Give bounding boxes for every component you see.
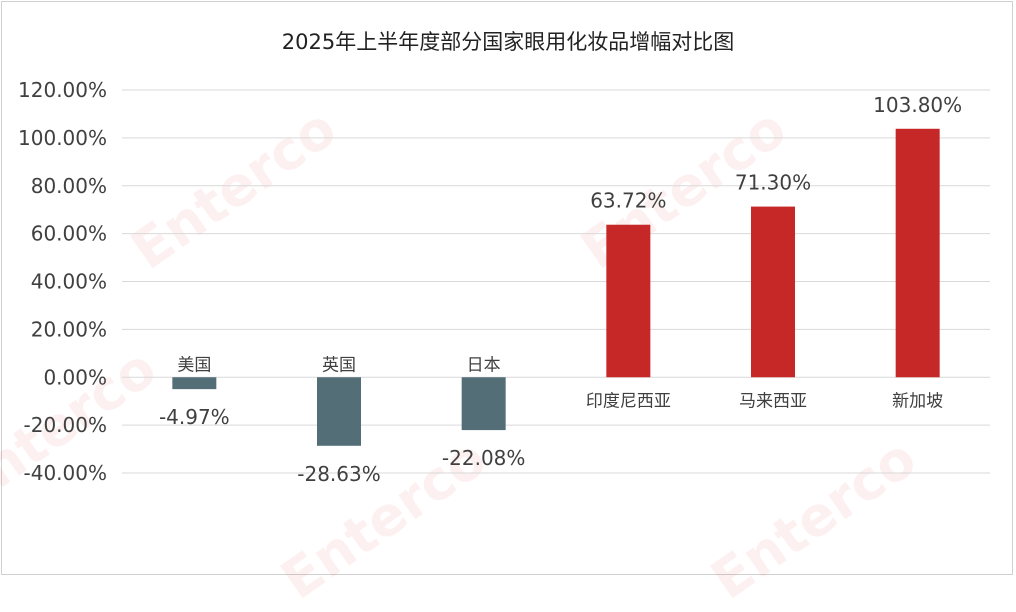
bars [172,128,940,446]
y-tick-label: 40.00% [31,270,107,294]
bar [317,377,361,446]
y-tick-label: -40.00% [24,461,107,485]
category-label: 新加坡 [892,391,943,411]
y-axis-tick-labels: 120.00% 100.00% 80.00% 60.00% 40.00% 20.00% 0.… [18,78,107,485]
category-label: 印度尼西亚 [586,391,671,411]
data-labels: -4.97% -28.63% -22.08% 63.72% 71.30% 103.80% [159,93,962,486]
bar [461,377,506,431]
category-label: 马来西亚 [739,391,807,411]
y-tick-label: 0.00% [43,365,107,389]
chart-title: 2025年上半年度部分国家眼用化妆品增幅对比图 [281,30,735,54]
bar-chart: 120.00% 100.00% 80.00% 60.00% 40.00% 20.00% 0.… [18,78,990,486]
category-label: 日本 [467,355,501,375]
data-label: 63.72% [590,189,666,213]
y-tick-label: 20.00% [31,317,107,341]
chart-frame [1,1,1013,575]
bar [172,377,217,390]
y-tick-label: 80.00% [31,174,107,198]
y-tick-label: 60.00% [31,222,107,246]
y-tick-label: 100.00% [18,126,107,150]
bar [606,224,651,378]
y-tick-label: -20.00% [24,413,107,437]
y-tick-label: 120.00% [18,78,107,102]
data-label: 103.80% [873,93,962,117]
data-label: -28.63% [297,462,380,486]
data-label: 71.30% [735,171,811,195]
bar [751,206,795,378]
category-label: 美国 [177,355,211,375]
category-label: 英国 [322,355,356,375]
gridlines [122,89,990,474]
bar [895,128,940,378]
data-label: -4.97% [159,405,230,429]
data-label: -22.08% [442,446,525,470]
